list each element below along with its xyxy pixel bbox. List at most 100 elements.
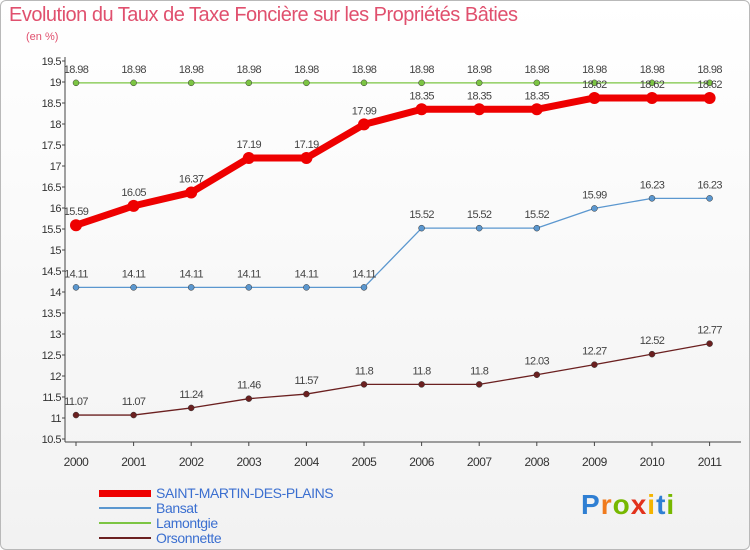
legend-label: SAINT-MARTIN-DES-PLAINS <box>156 485 334 501</box>
data-point <box>242 152 255 165</box>
y-tick-label: 18.5 <box>42 98 62 110</box>
y-tick-label: 10.5 <box>42 434 62 446</box>
x-tick-label: 2007 <box>467 455 493 469</box>
legend-swatch <box>99 507 151 509</box>
chart-subtitle: (en %) <box>26 31 59 43</box>
data-label: 18.98 <box>582 64 607 76</box>
data-label: 18.98 <box>525 64 550 76</box>
data-label: 18.98 <box>237 64 262 76</box>
legend-label: Orsonnette <box>156 530 222 546</box>
data-label: 18.98 <box>179 64 204 76</box>
data-point <box>130 79 137 87</box>
x-tick-label: 2009 <box>582 455 608 469</box>
y-tick-label: 11.5 <box>42 392 61 404</box>
x-tick-label: 2003 <box>236 455 262 469</box>
y-tick-label: 12 <box>50 371 62 383</box>
data-label: 14.11 <box>64 268 88 280</box>
data-point <box>473 103 486 116</box>
data-label: 11.07 <box>64 396 88 408</box>
series-line-3 <box>75 343 711 416</box>
data-label: 15.99 <box>582 189 607 201</box>
data-point <box>533 224 541 232</box>
data-point <box>130 284 137 291</box>
data-point <box>245 79 253 87</box>
series-line-1 <box>75 197 711 289</box>
data-label: 14.11 <box>237 268 261 280</box>
data-point <box>533 371 541 378</box>
legend-label: Bansat <box>156 500 198 516</box>
data-point <box>591 205 598 212</box>
legend-swatch <box>99 522 151 524</box>
data-point <box>360 284 368 291</box>
data-label: 18.98 <box>409 64 434 76</box>
data-point <box>185 186 198 199</box>
data-label: 11.8 <box>412 365 431 377</box>
legend-label: Lamontgie <box>156 515 218 531</box>
data-point <box>72 284 80 291</box>
data-point <box>303 284 310 291</box>
y-tick-label: 18 <box>50 119 62 131</box>
data-point <box>475 381 483 388</box>
proxiti-logo: Proxiti <box>581 489 676 520</box>
data-label: 14.11 <box>122 268 146 280</box>
data-label: 16.23 <box>640 179 665 191</box>
data-label: 18.98 <box>294 64 319 76</box>
data-label: 16.23 <box>697 179 722 191</box>
x-tick-label: 2001 <box>121 455 147 469</box>
data-point <box>648 350 656 358</box>
data-point <box>646 91 658 104</box>
data-point <box>127 199 140 212</box>
data-point <box>703 91 716 104</box>
data-point <box>475 224 483 232</box>
data-point <box>706 340 713 347</box>
data-label: 11.07 <box>122 396 146 408</box>
y-tick-label: 14 <box>50 287 62 299</box>
data-label: 14.11 <box>295 268 319 280</box>
y-tick-label: 15 <box>50 245 62 257</box>
data-label: 16.05 <box>121 187 146 199</box>
data-label: 16.37 <box>179 173 204 185</box>
legend-swatch <box>99 490 151 497</box>
x-tick-label: 2000 <box>64 455 90 469</box>
y-tick-label: 12.5 <box>42 350 62 362</box>
data-label: 11.46 <box>237 380 261 392</box>
data-point <box>475 79 483 87</box>
data-label: 15.59 <box>64 206 89 218</box>
y-tick-label: 16 <box>50 203 62 215</box>
data-point <box>72 79 80 87</box>
data-point <box>706 79 713 87</box>
data-point <box>358 118 370 131</box>
data-label: 18.98 <box>640 64 665 76</box>
data-point <box>245 395 253 402</box>
data-point <box>300 152 313 165</box>
y-tick-label: 17 <box>50 161 62 173</box>
y-tick-label: 11 <box>51 413 62 425</box>
data-label: 18.98 <box>64 64 89 76</box>
y-tick-label: 19 <box>50 77 62 89</box>
data-label: 12.03 <box>525 356 550 368</box>
data-label: 14.11 <box>352 268 376 280</box>
data-label: 12.77 <box>697 325 722 337</box>
data-point <box>591 79 598 87</box>
x-tick-label: 2002 <box>179 455 205 469</box>
y-tick-label: 14.5 <box>42 266 62 278</box>
data-point <box>588 91 601 104</box>
data-label: 18.98 <box>467 64 492 76</box>
x-tick-label: 2011 <box>698 455 723 469</box>
data-point <box>360 79 368 87</box>
x-tick-label: 2008 <box>524 455 550 469</box>
x-tick-label: 2005 <box>352 455 378 469</box>
data-label: 17.19 <box>294 139 319 151</box>
x-tick-label: 2004 <box>294 455 320 469</box>
data-label: 17.99 <box>352 105 377 117</box>
y-tick-label: 16.5 <box>42 182 62 194</box>
y-tick-label: 13.5 <box>42 308 62 320</box>
data-label: 15.52 <box>467 209 492 221</box>
data-point <box>591 361 598 368</box>
data-point <box>418 79 425 87</box>
data-point <box>303 79 310 87</box>
series-line-0 <box>72 94 714 229</box>
data-label: 18.62 <box>582 79 607 91</box>
data-point <box>706 195 713 202</box>
